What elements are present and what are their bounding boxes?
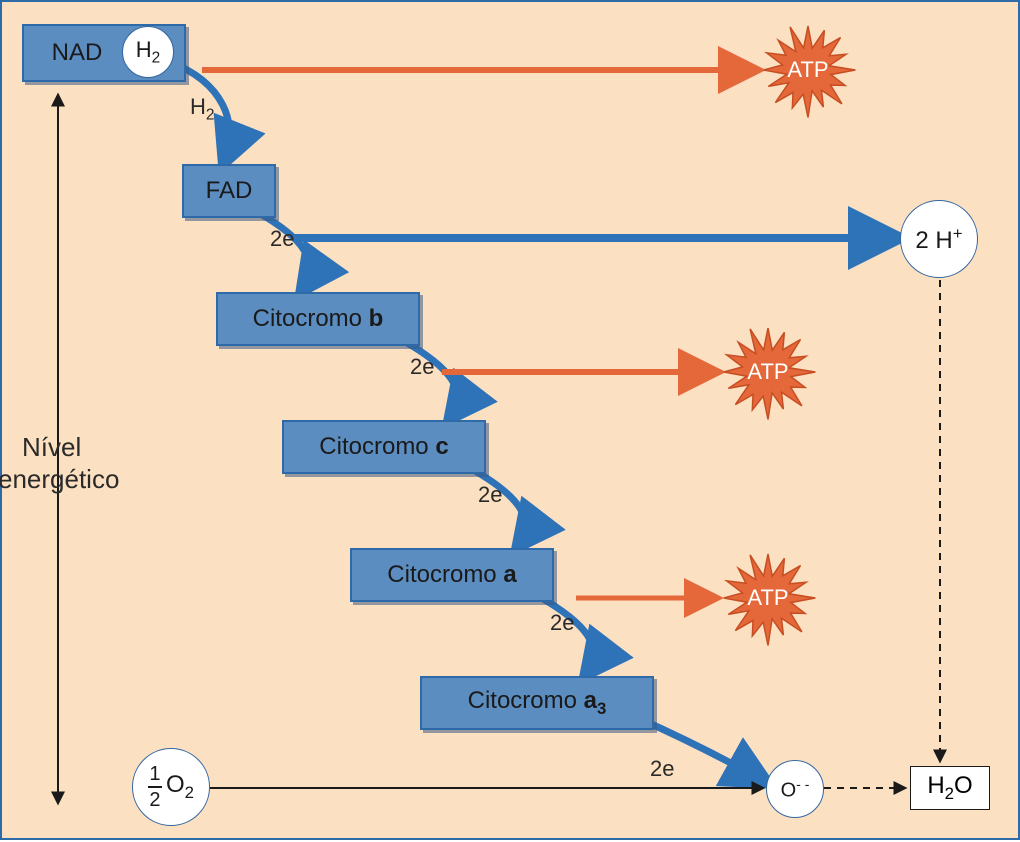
node-h2o: H2O: [910, 766, 990, 810]
node-cytochrome-a-label: Citocromo a: [387, 561, 516, 589]
label-2e-1: 2e: [270, 226, 294, 252]
atp-starburst-1: [724, 328, 816, 420]
label-2e-3: 2e: [478, 482, 502, 508]
axis-label-line1: Nível: [22, 432, 81, 463]
node-cytochrome-b: Citocromo b: [216, 292, 420, 346]
atp-label-2: ATP: [747, 585, 788, 610]
circle-2h-plus-label: 2 H+: [915, 224, 962, 255]
label-2e-4: 2e: [550, 610, 574, 636]
circle-o-double-minus-label: O- -: [781, 776, 810, 803]
circle-half-o2: 1 2 O2: [132, 748, 210, 826]
axis-label-line2: energético: [0, 464, 119, 495]
circle-h2-label: H2: [136, 37, 160, 67]
atp-starburst-0: [764, 26, 856, 118]
node-fad: FAD: [182, 164, 276, 218]
node-fad-label: FAD: [206, 177, 253, 205]
circle-2h-plus: 2 H+: [900, 200, 978, 278]
diagram-canvas: ATP ATP ATP NAD H2 FAD Citocromo b Citocro…: [0, 0, 1020, 840]
node-cytochrome-c-label: Citocromo c: [319, 433, 448, 461]
label-h2-edge: H2: [190, 94, 214, 124]
node-cytochrome-a3-label: Citocromo a3: [468, 687, 607, 719]
circle-o-double-minus: O- -: [766, 760, 824, 818]
node-cytochrome-c: Citocromo c: [282, 420, 486, 474]
atp-label-0: ATP: [787, 57, 828, 82]
node-h2o-label: H2O: [927, 772, 972, 804]
node-cytochrome-a3: Citocromo a3: [420, 676, 654, 730]
atp-label-1: ATP: [747, 359, 788, 384]
circle-half-o2-label: 1 2 O2: [148, 764, 194, 810]
label-2e-2: 2e: [410, 354, 434, 380]
node-cytochrome-b-label: Citocromo b: [253, 305, 384, 333]
atp-starburst-2: [724, 554, 816, 646]
label-2e-5: 2e: [650, 756, 674, 782]
circle-h2: H2: [122, 26, 174, 78]
node-nad-label: NAD: [52, 39, 103, 67]
node-cytochrome-a: Citocromo a: [350, 548, 554, 602]
